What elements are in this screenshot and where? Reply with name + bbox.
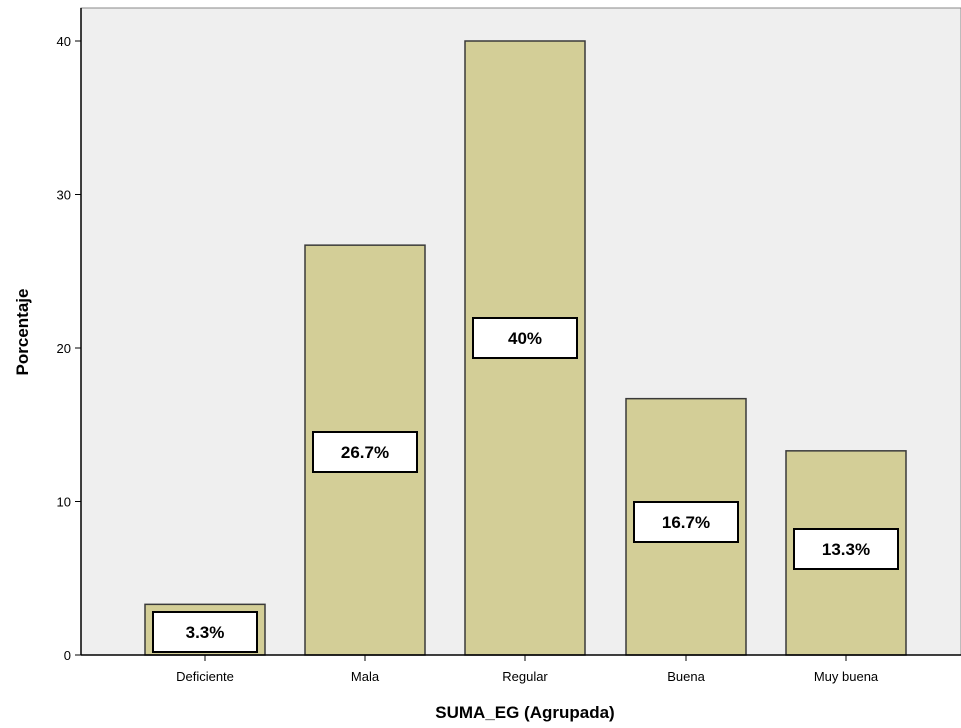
y-axis-title: Porcentaje	[13, 289, 32, 376]
data-label: 3.3%	[186, 623, 225, 642]
y-tick-label: 0	[64, 648, 71, 663]
data-label-box	[633, 501, 739, 543]
data-label: 26.7%	[341, 443, 389, 462]
data-label: 16.7%	[662, 513, 710, 532]
y-tick-label: 40	[57, 34, 71, 49]
data-label-box	[152, 611, 258, 653]
x-tick-label: Deficiente	[176, 669, 234, 684]
y-tick-label: 10	[57, 495, 71, 510]
x-axis: Deficiente Mala Regular Buena Muy buena	[81, 654, 961, 684]
data-label-box	[472, 317, 578, 359]
x-tick-label: Muy buena	[814, 669, 879, 684]
x-tick-label: Buena	[667, 669, 705, 684]
x-axis-title: SUMA_EG (Agrupada)	[435, 703, 614, 722]
data-label-box	[312, 431, 418, 473]
y-axis: 0 10 20 30 40	[57, 8, 82, 663]
y-tick-label: 30	[57, 188, 71, 203]
data-labels-group: 3.3% 26.7% 40% 16.7% 13.3%	[152, 317, 899, 653]
data-label: 40%	[508, 329, 542, 348]
data-label-box	[793, 528, 899, 570]
x-tick-label: Mala	[351, 669, 380, 684]
data-label: 13.3%	[822, 540, 870, 559]
y-tick-label: 20	[57, 341, 71, 356]
x-tick-label: Regular	[502, 669, 548, 684]
